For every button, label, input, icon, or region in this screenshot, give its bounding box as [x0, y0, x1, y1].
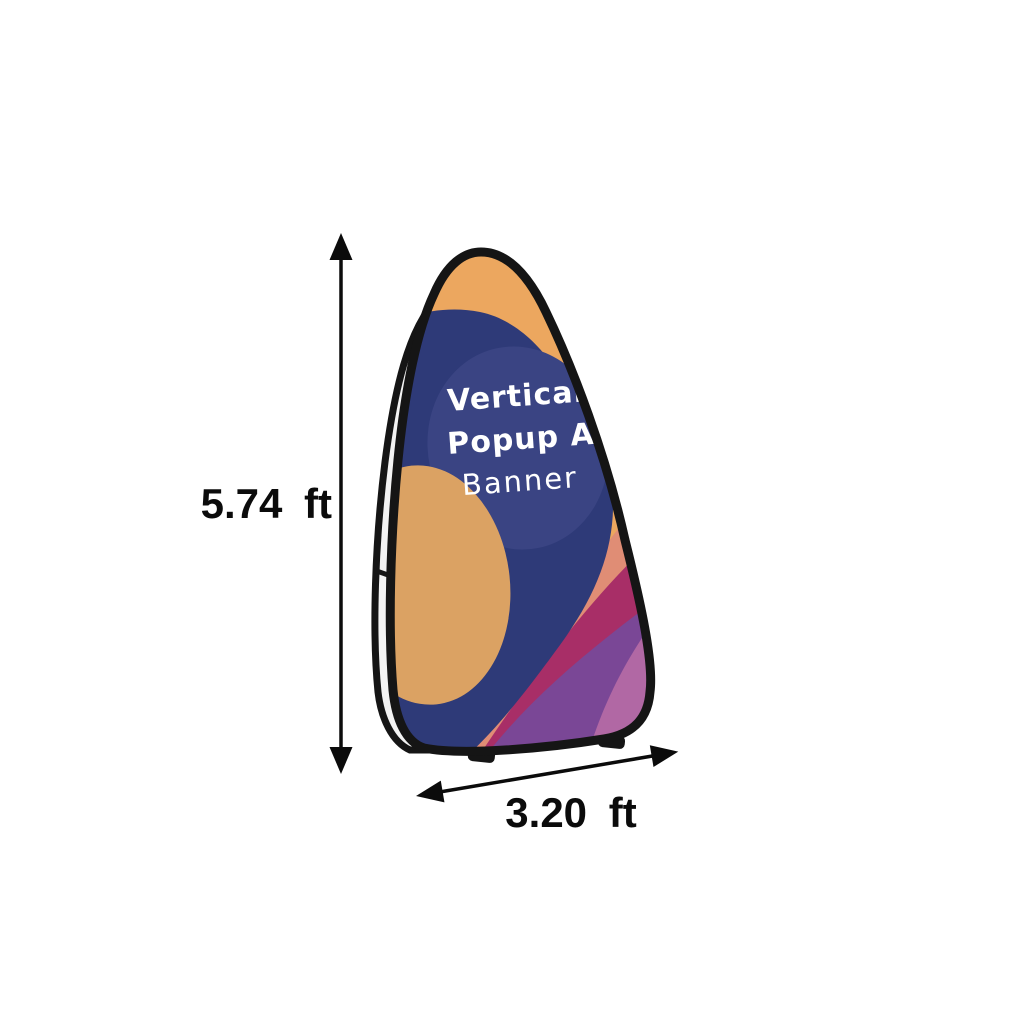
height-label: 5.74 ft: [201, 480, 332, 527]
banner-frame: [385, 247, 656, 756]
banner-title-line3: Banner: [461, 460, 579, 502]
stripe-purple: [460, 575, 651, 752]
tan-ellipse: [390, 465, 511, 705]
width-label: 3.20 ft: [505, 789, 636, 836]
height-arrow-icon: [329, 233, 353, 774]
width-arrow-icon: [416, 745, 679, 803]
banner-text-block: Vertical Popup A Banner: [446, 374, 596, 502]
